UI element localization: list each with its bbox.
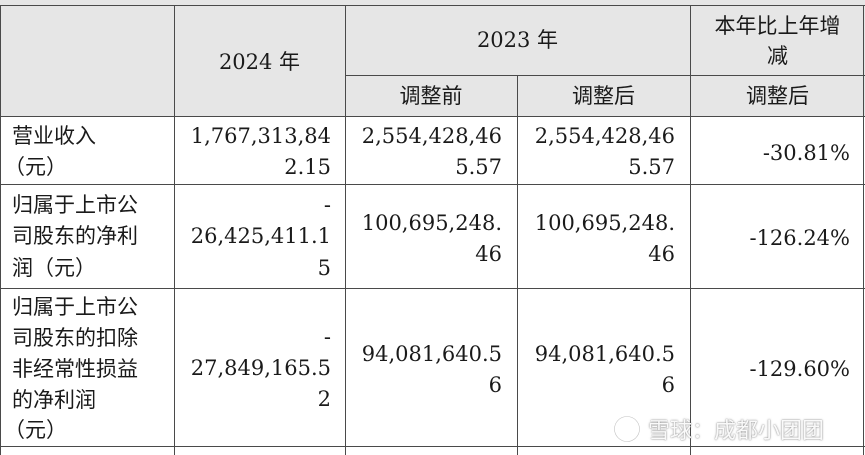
row2-label-line2: 司股东的净利 [12,224,138,248]
row1-bottom-line [0,184,865,185]
row2-before-line1: 100,695,248. [361,211,502,235]
row2-2024-line3: 5 [317,256,331,280]
row1-after-line1: 2,554,428,46 [534,124,675,148]
header-after-adjust-label: 调整后 [572,84,635,108]
row3-before-line2: 6 [488,373,502,397]
snowball-logo-icon [613,415,641,443]
table-top-border [0,5,865,6]
row3-after-line1: 94,081,640.5 [534,342,675,366]
row1-before-line2: 5.57 [455,155,502,179]
header-corner-cell [0,0,174,116]
row3-2024-line2: 27,849,165.5 [190,356,331,380]
header-mid-line [345,75,865,76]
header-yoy-label-line2: 减 [767,44,788,68]
row1-2024-line2: 2.15 [284,155,331,179]
header-yoy-cell [690,0,865,75]
row2-after-line2: 46 [648,242,675,266]
header-2024-cell [174,0,345,116]
col4-right-line [690,5,691,455]
row1-change: -30.81% [762,141,850,165]
row1-label-line2: （元） [4,155,67,179]
row3-change: -129.60% [749,357,850,381]
header-2023-cell [345,0,690,75]
header-before-adjust-cell [345,75,517,116]
row2-after-line1: 100,695,248. [534,211,675,235]
row3-label-line3: 非经常性损益 [12,357,138,381]
table-left-border [0,5,1,455]
row3-label-line4: 的净利润 [12,388,96,412]
watermark: 雪球：成都小团团 [612,412,824,446]
header-yoy-label-line1: 本年比上年增 [714,14,841,38]
header-bottom-line [0,116,865,117]
row2-before-line2: 46 [475,242,502,266]
row3-label-line1: 归属于上市公 [12,295,138,319]
header-2023-label: 2023 年 [476,28,559,52]
row3-label-line5: （元） [4,418,67,442]
table-right-border [863,5,864,455]
row1-2024-line1: 1,767,313,84 [190,124,331,148]
row2-2024-line1: - [323,193,331,217]
col1-right-line [174,5,175,455]
row2-bottom-line [0,288,865,289]
row1-label-line1: 营业收入 [12,124,96,148]
col3-right-line [517,75,518,455]
header-yoy-after-adjust-cell [690,75,865,116]
row2-2024-line2: 26,425,411.1 [190,224,331,248]
row2-label-line1: 归属于上市公 [12,193,138,217]
row3-bottom-line [0,446,865,447]
row3-label-line2: 司股东的扣除 [12,326,138,350]
row2-change: -126.24% [749,226,850,250]
row2-label-line3: 润（元） [12,256,96,280]
header-yoy-after-adjust-label: 调整后 [746,84,809,108]
col2-right-line [345,5,346,455]
header-after-adjust-cell [517,75,690,116]
row1-after-line2: 5.57 [628,155,675,179]
row3-before-line1: 94,081,640.5 [361,342,502,366]
header-before-adjust-label: 调整前 [399,84,463,108]
header-2024-label: 2024 年 [218,50,301,74]
row3-after-line2: 6 [661,373,675,397]
watermark-text: 雪球：成都小团团 [648,419,825,444]
row1-before-line1: 2,554,428,46 [361,124,502,148]
row3-2024-line1: - [323,325,331,349]
row3-2024-line3: 2 [317,387,331,411]
